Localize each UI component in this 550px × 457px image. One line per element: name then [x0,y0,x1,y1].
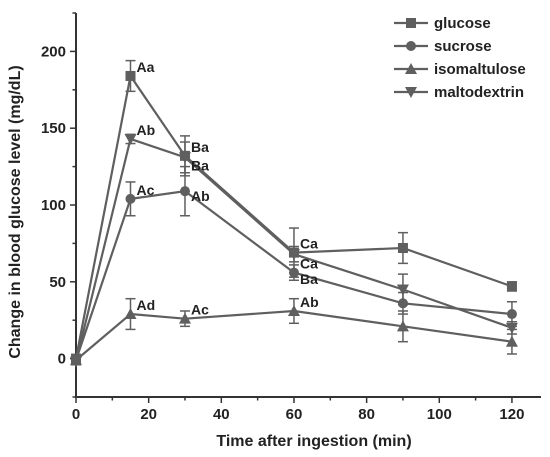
significance-label: Ab [136,122,155,138]
significance-label: Ca [300,256,318,272]
legend-marker [405,63,417,74]
series-maltodextrin [70,133,518,368]
significance-label: Ca [300,236,318,252]
data-point-glucose [125,70,136,81]
data-point-sucrose [506,309,517,320]
x-tick-label: 20 [140,406,157,423]
y-tick-label: 200 [41,43,66,60]
x-tick-label: 0 [72,406,80,423]
y-tick-label: 100 [41,197,66,214]
x-tick-label: 120 [499,406,524,423]
legend: glucose sucrose isomaltulose maltodextrin [394,15,526,101]
data-point-maltodextrin [124,133,137,145]
significance-label: Ac [191,302,209,318]
legend-item-maltodextrin: maltodextrin [394,84,524,101]
significance-label: Ab [191,188,210,204]
y-tick-label: 50 [49,274,66,291]
significance-label: Ba [191,157,209,173]
data-point-glucose [397,243,408,254]
x-tick-label: 80 [358,406,375,423]
data-point-isomaltulose [396,320,409,332]
significance-label: Ba [300,271,318,287]
data-point-maltodextrin [70,356,82,368]
data-point-maltodextrin [287,249,300,261]
legend-item-isomaltulose: isomaltulose [394,61,526,78]
legend-item-glucose: glucose [394,15,491,32]
legend-item-sucrose: sucrose [394,38,492,55]
series-line-sucrose [74,190,513,361]
series-line-glucose [74,73,513,359]
series-line-isomaltulose [75,309,513,361]
axes: 0 20 40 60 80 100 120 0 50 100 150 200 [41,12,541,423]
legend-marker [406,41,416,51]
data-point-isomaltulose [178,312,191,324]
legend-marker [406,18,416,28]
x-tick-label: 100 [427,406,452,423]
x-tick-label: 60 [286,406,303,423]
significance-label: Ad [136,297,155,313]
significance-label: Aa [136,59,154,75]
significance-label: Ac [136,182,154,198]
series-line-maltodextrin [74,137,513,362]
legend-label: sucrose [434,38,492,55]
data-point-maltodextrin [396,284,409,296]
x-axis-title: Time after ingestion (min) [216,433,411,450]
y-axis-title: Change in blood glucose level (mg/dL) [7,65,24,358]
significance-label: Ab [300,294,319,310]
data-point-isomaltulose [124,308,137,320]
data-point-sucrose [288,267,299,278]
data-point-sucrose [125,193,136,204]
y-tick-label: 0 [58,351,66,368]
legend-label: glucose [434,15,491,32]
legend-label: isomaltulose [434,61,526,78]
y-tick-label: 150 [41,120,66,137]
data-point-maltodextrin [505,322,518,334]
legend-label: maltodextrin [434,84,524,101]
data-point-sucrose [179,186,190,197]
significance-label: Ba [191,139,209,155]
data-point-maltodextrin [178,152,191,164]
x-tick-label: 40 [213,406,230,423]
data-point-isomaltulose [505,335,518,347]
plot-area [70,59,518,368]
data-point-isomaltulose [287,304,300,316]
legend-marker [405,87,417,98]
data-point-glucose [506,281,517,292]
